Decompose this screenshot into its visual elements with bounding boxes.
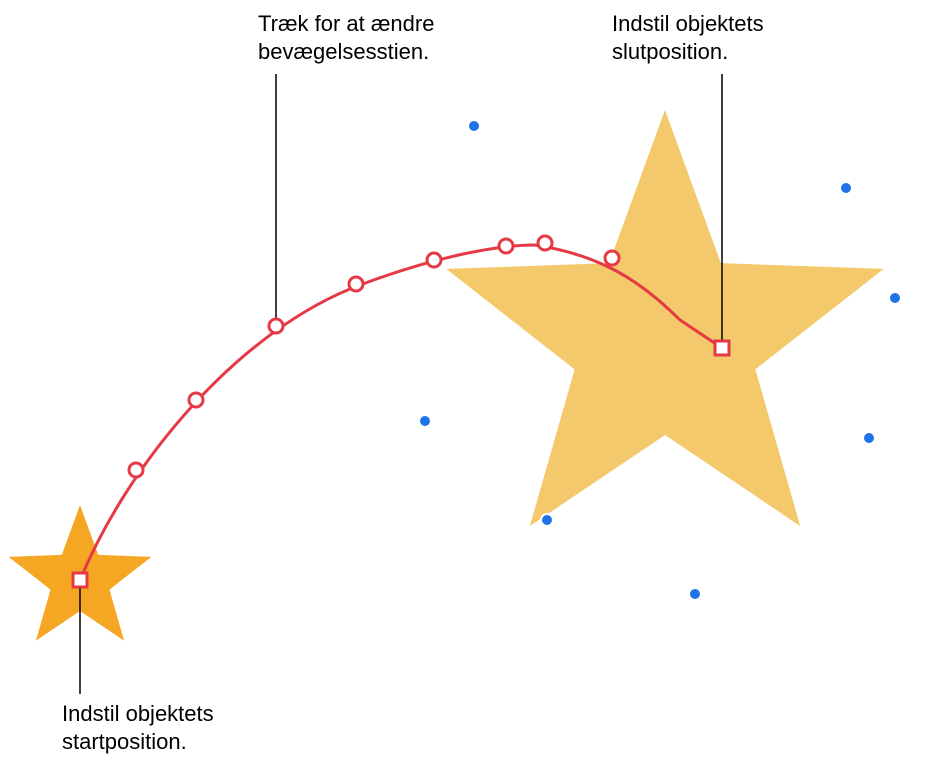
- callout-start-text: Indstil objektets startposition.: [62, 700, 322, 756]
- selection-handle-dot[interactable]: [840, 182, 852, 194]
- callout-path-text: Træk for at ændre bevægelsesstien.: [258, 10, 538, 66]
- selection-handle-dot[interactable]: [541, 514, 553, 526]
- diagram-stage: Træk for at ændre bevægelsesstien. Indst…: [0, 0, 931, 774]
- motion-path-start-handle[interactable]: [73, 573, 87, 587]
- star-end-shape: [446, 110, 883, 526]
- motion-path-handle-dot[interactable]: [189, 393, 203, 407]
- callout-end-text: Indstil objektets slutposition.: [612, 10, 872, 66]
- motion-path-handle-dot[interactable]: [269, 319, 283, 333]
- motion-path-handle-dot[interactable]: [129, 463, 143, 477]
- selection-handle-dot[interactable]: [889, 292, 901, 304]
- motion-path-handle-dot[interactable]: [605, 251, 619, 265]
- selection-handle-dot[interactable]: [863, 432, 875, 444]
- selection-handle-dot[interactable]: [689, 588, 701, 600]
- motion-path-handle-dot[interactable]: [499, 239, 513, 253]
- diagram-svg: [0, 0, 931, 774]
- motion-path-end-handle[interactable]: [715, 341, 729, 355]
- selection-handle-dot[interactable]: [468, 120, 480, 132]
- motion-path-handle-dot[interactable]: [427, 253, 441, 267]
- selection-handle-dot[interactable]: [419, 415, 431, 427]
- motion-path-handle-dot[interactable]: [538, 236, 552, 250]
- motion-path-handle-dot[interactable]: [349, 277, 363, 291]
